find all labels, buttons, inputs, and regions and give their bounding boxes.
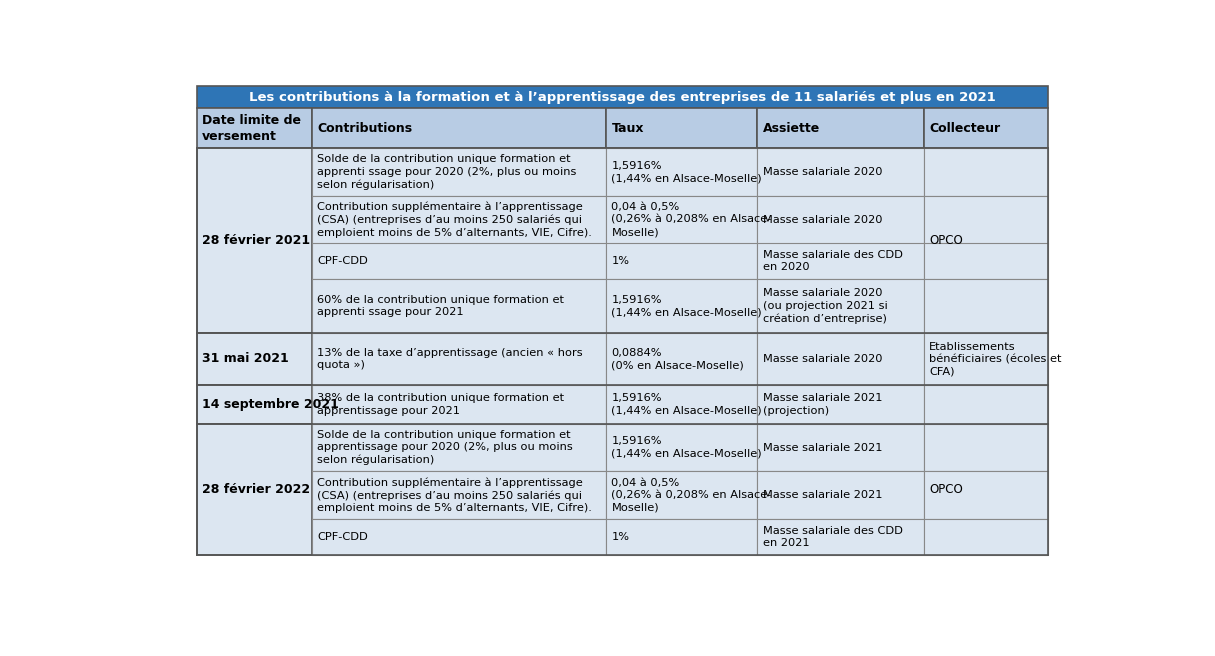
Text: 1%: 1% [611, 532, 629, 542]
Bar [606, 333, 757, 385]
Text: 28 février 2022: 28 février 2022 [202, 483, 310, 496]
Text: 0,04 à 0,5%
(0,26% à 0,208% en Alsace-
Moselle): 0,04 à 0,5% (0,26% à 0,208% en Alsace- M… [611, 478, 772, 513]
Text: 60% de la contribution unique formation et
apprenti ssage pour 2021: 60% de la contribution unique formation … [317, 295, 564, 317]
Bar [311, 424, 606, 472]
Bar [606, 519, 757, 554]
Text: Masse salariale 2021: Masse salariale 2021 [763, 443, 882, 453]
Bar [606, 195, 757, 243]
Text: Les contributions à la formation et à l’apprentissage des entreprises de 11 sala: Les contributions à la formation et à l’… [249, 91, 995, 104]
Bar [757, 195, 923, 243]
Text: CPF-CDD: CPF-CDD [317, 256, 368, 266]
Text: Masse salariale 2020
(ou projection 2021 si
création d’entreprise): Masse salariale 2020 (ou projection 2021… [763, 288, 887, 323]
Text: Collecteur: Collecteur [929, 121, 1000, 134]
Bar [757, 148, 923, 195]
Bar [606, 243, 757, 279]
Text: 1,5916%
(1,44% en Alsace-Moselle): 1,5916% (1,44% en Alsace-Moselle) [611, 295, 762, 317]
Bar [197, 424, 311, 554]
Text: Contribution supplémentaire à l’apprentissage
(CSA) (entreprises d’au moins 250 : Contribution supplémentaire à l’apprenti… [317, 478, 592, 513]
Bar [923, 279, 1047, 333]
Text: OPCO: OPCO [929, 483, 963, 496]
Bar [606, 385, 757, 424]
Text: Date limite de
versement: Date limite de versement [202, 113, 301, 142]
Text: 1,5916%
(1,44% en Alsace-Moselle): 1,5916% (1,44% en Alsace-Moselle) [611, 393, 762, 416]
Bar [197, 148, 311, 333]
Bar [311, 148, 606, 195]
Bar [757, 385, 923, 424]
Text: 28 février 2021: 28 février 2021 [202, 234, 310, 247]
Text: 13% de la taxe d’apprentissage (ancien « hors
quota »): 13% de la taxe d’apprentissage (ancien «… [317, 348, 582, 370]
Text: Contributions: Contributions [317, 121, 412, 134]
Text: Taux: Taux [611, 121, 644, 134]
Bar [197, 87, 1047, 108]
Text: Solde de la contribution unique formation et
apprentissage pour 2020 (2%, plus o: Solde de la contribution unique formatio… [317, 430, 572, 465]
Bar [311, 243, 606, 279]
Bar [757, 424, 923, 472]
Text: Masse salariale des CDD
en 2021: Masse salariale des CDD en 2021 [763, 525, 903, 548]
Bar [923, 148, 1047, 195]
Bar [311, 108, 606, 148]
Bar [923, 385, 1047, 424]
Text: Masse salariale 2021: Masse salariale 2021 [763, 490, 882, 501]
Text: Masse salariale 2020: Masse salariale 2020 [763, 167, 882, 177]
Bar [923, 472, 1047, 519]
Bar [311, 333, 606, 385]
Bar [606, 472, 757, 519]
Bar [311, 279, 606, 333]
Bar [757, 333, 923, 385]
Bar [923, 333, 1047, 385]
Bar [606, 148, 757, 195]
Text: Assiette: Assiette [763, 121, 820, 134]
Text: Etablissements
bénéficiaires (écoles et
CFA): Etablissements bénéficiaires (écoles et … [929, 342, 1062, 377]
Text: Masse salariale 2020: Masse salariale 2020 [763, 354, 882, 364]
Bar [757, 279, 923, 333]
Bar [923, 424, 1047, 472]
Text: OPCO: OPCO [929, 234, 963, 247]
Text: Masse salariale 2021
(projection): Masse salariale 2021 (projection) [763, 393, 882, 416]
Bar [757, 472, 923, 519]
Text: Solde de la contribution unique formation et
apprenti ssage pour 2020 (2%, plus : Solde de la contribution unique formatio… [317, 154, 576, 190]
Bar [606, 424, 757, 472]
Text: 14 septembre 2021: 14 septembre 2021 [202, 398, 339, 411]
Bar [923, 519, 1047, 554]
Bar [923, 243, 1047, 279]
Bar [606, 108, 757, 148]
Bar [757, 519, 923, 554]
Bar [311, 472, 606, 519]
Bar [311, 195, 606, 243]
Bar [311, 519, 606, 554]
Bar [197, 385, 311, 424]
Bar [757, 108, 923, 148]
Bar [197, 333, 311, 385]
Bar [923, 108, 1047, 148]
Text: 0,0884%
(0% en Alsace-Moselle): 0,0884% (0% en Alsace-Moselle) [611, 348, 745, 370]
Text: 1,5916%
(1,44% en Alsace-Moselle): 1,5916% (1,44% en Alsace-Moselle) [611, 161, 762, 183]
Text: CPF-CDD: CPF-CDD [317, 532, 368, 542]
Text: Masse salariale 2020: Masse salariale 2020 [763, 215, 882, 224]
Text: Masse salariale des CDD
en 2020: Masse salariale des CDD en 2020 [763, 250, 903, 272]
Bar [757, 243, 923, 279]
Text: 0,04 à 0,5%
(0,26% à 0,208% en Alsace-
Moselle): 0,04 à 0,5% (0,26% à 0,208% en Alsace- M… [611, 202, 772, 237]
Bar [311, 385, 606, 424]
Text: 1%: 1% [611, 256, 629, 266]
Bar [923, 195, 1047, 243]
Text: 38% de la contribution unique formation et
apprentissage pour 2021: 38% de la contribution unique formation … [317, 393, 564, 416]
Text: 31 mai 2021: 31 mai 2021 [202, 352, 289, 365]
Text: Contribution supplémentaire à l’apprentissage
(CSA) (entreprises d’au moins 250 : Contribution supplémentaire à l’apprenti… [317, 201, 592, 237]
Bar [197, 108, 311, 148]
Bar [606, 279, 757, 333]
Text: 1,5916%
(1,44% en Alsace-Moselle): 1,5916% (1,44% en Alsace-Moselle) [611, 436, 762, 459]
